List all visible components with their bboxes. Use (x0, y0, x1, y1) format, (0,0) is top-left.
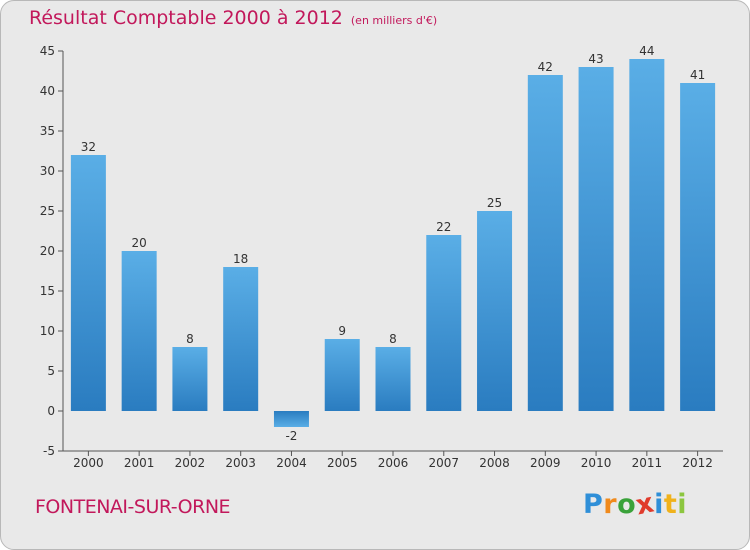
y-tick-label: 40 (40, 84, 55, 98)
bar-2011 (629, 59, 665, 411)
bar-2012 (680, 83, 716, 411)
x-tick-label: 2004 (276, 456, 307, 470)
x-tick-label: 2009 (530, 456, 561, 470)
logo-letter: r (603, 489, 618, 520)
chart-title-main: Résultat Comptable 2000 à 2012 (29, 7, 343, 29)
bar-value-label: 32 (81, 140, 96, 154)
bar-2004 (273, 411, 309, 427)
bar-value-label: 9 (338, 324, 346, 338)
bar-2003 (223, 267, 259, 411)
x-tick-label: 2003 (225, 456, 256, 470)
bar-value-label: 8 (186, 332, 194, 346)
bar-2008 (477, 211, 513, 411)
chart-title: Résultat Comptable 2000 à 2012 (en millie… (29, 7, 437, 29)
bar-2006 (375, 347, 411, 411)
bar-value-label: 18 (233, 252, 248, 266)
bar-value-label: -2 (285, 429, 297, 443)
x-tick-label: 2010 (581, 456, 612, 470)
y-tick-label: 5 (47, 364, 55, 378)
bar-2007 (426, 235, 462, 411)
bar-2010 (578, 67, 614, 411)
y-tick-label: 15 (40, 284, 55, 298)
bars: 32 20 8 18 -2 9 8 22 25 42 43 44 41 (70, 44, 716, 443)
bar-value-label: 44 (639, 44, 654, 58)
y-tick-label: 30 (40, 164, 55, 178)
x-tick-label: 2011 (632, 456, 663, 470)
bar-value-label: 42 (538, 60, 553, 74)
bar-2002 (172, 347, 208, 411)
bar-value-label: 25 (487, 196, 502, 210)
logo-letter: P (583, 489, 604, 520)
logo-letter: o (617, 489, 637, 520)
bar-2009 (527, 75, 563, 411)
x-tick-label: 2005 (327, 456, 358, 470)
x-tick-label: 2000 (73, 456, 104, 470)
bar-2005 (324, 339, 360, 411)
chart-title-unit: (en milliers d'€) (350, 14, 438, 27)
y-tick-label: 0 (47, 404, 55, 418)
axes: -5 0 5 10 15 20 25 30 35 40 45 2000 2001 2002 2003 2004… (40, 44, 723, 470)
y-tick-label: 25 (40, 204, 55, 218)
bar-value-label: 43 (588, 52, 603, 66)
x-tick-label: 2001 (124, 456, 155, 470)
bar-value-label: 20 (132, 236, 147, 250)
bar-value-label: 41 (690, 68, 705, 82)
proxiti-logo: Proxiti (583, 487, 688, 521)
x-tick-label: 2002 (175, 456, 206, 470)
y-tick-label: 10 (40, 324, 55, 338)
x-tick-label: 2008 (479, 456, 510, 470)
bar-2000 (70, 155, 106, 411)
y-tick-label: 45 (40, 44, 55, 58)
place-name: FONTENAI-SUR-ORNE (35, 496, 231, 518)
logo-letter: i (654, 489, 664, 520)
y-tick-label: -5 (43, 444, 55, 458)
logo-letter: t (663, 489, 678, 520)
bar-value-label: 8 (389, 332, 397, 346)
x-tick-label: 2012 (682, 456, 713, 470)
logo-letter: i (677, 489, 688, 520)
bar-2001 (121, 251, 157, 411)
y-tick-label: 35 (40, 124, 55, 138)
x-tick-label: 2006 (378, 456, 409, 470)
x-tick-label: 2007 (428, 456, 459, 470)
bar-value-label: 22 (436, 220, 451, 234)
y-tick-label: 20 (40, 244, 55, 258)
